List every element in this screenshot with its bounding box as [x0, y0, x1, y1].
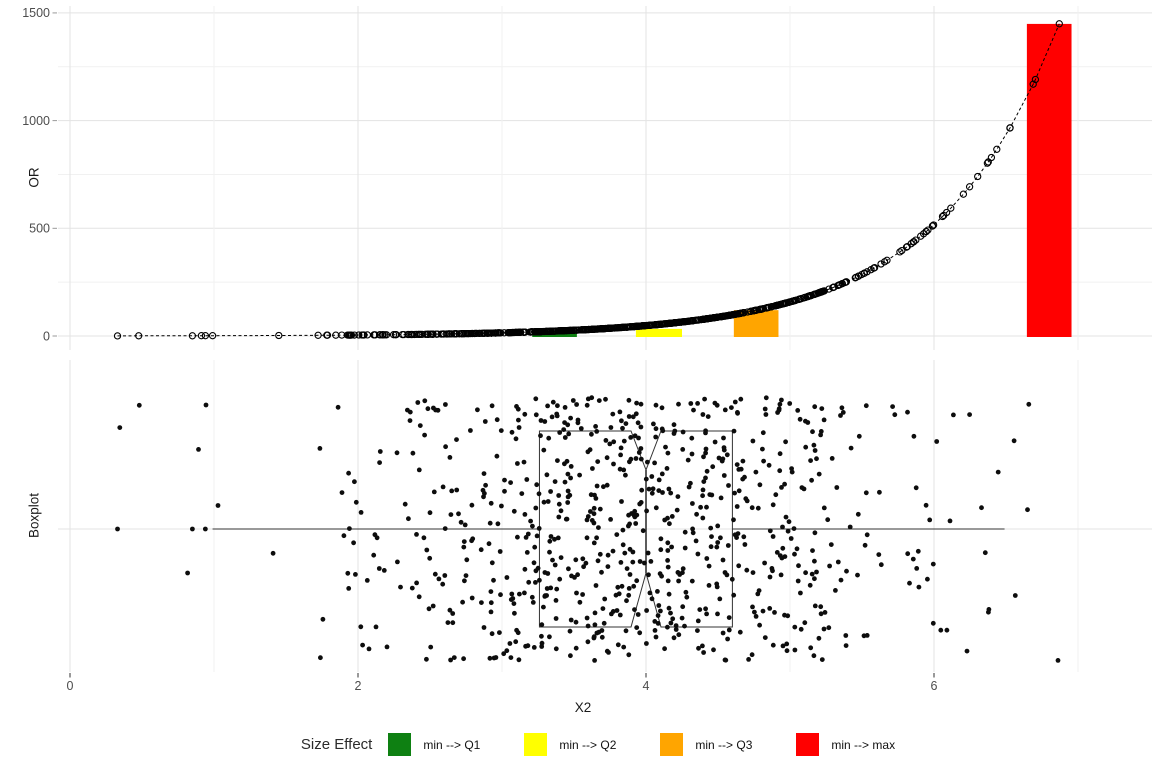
- svg-text:6: 6: [931, 679, 938, 693]
- svg-text:4: 4: [643, 679, 650, 693]
- legend-item-3: min --> Q3: [660, 733, 752, 756]
- size-effect-legend: Size Effect min --> Q1 min --> Q2 min --> …: [44, 733, 1152, 756]
- legend-title: Size Effect: [300, 736, 373, 753]
- legend-item-1: min --> Q1: [388, 733, 480, 756]
- legend-item-4: min --> max: [796, 733, 895, 756]
- svg-text:500: 500: [29, 222, 50, 236]
- legend-item-label: min --> max: [831, 737, 896, 752]
- svg-text:1500: 1500: [22, 6, 50, 20]
- legend-swatch-icon: [388, 733, 412, 756]
- jitter-points: [117, 395, 1061, 663]
- size-effect-bars: [532, 23, 1072, 337]
- x-axis-title: X2: [574, 700, 592, 715]
- effect-bar-2: [635, 328, 682, 337]
- legend-item-label: min --> Q1: [423, 737, 481, 752]
- svg-text:2: 2: [355, 679, 362, 693]
- or-curve: [113, 20, 1063, 340]
- gridlines: [58, 6, 1152, 672]
- axis-ticks-and-labels: 0 500 1000 1500 0 2 4 6: [22, 6, 937, 693]
- y-axis-title-or: OR: [26, 167, 42, 188]
- legend-swatch-icon: [660, 733, 684, 756]
- legend-item-label: min --> Q2: [559, 737, 617, 752]
- legend-item-label: min --> Q3: [695, 737, 753, 752]
- svg-text:1000: 1000: [22, 114, 50, 128]
- effect-bar-4: [1026, 23, 1072, 337]
- svg-text:0: 0: [67, 679, 74, 693]
- legend-swatch-icon: [796, 733, 820, 756]
- legend-swatch-icon: [524, 733, 548, 756]
- y-axis-title-boxplot: Boxplot: [26, 492, 42, 539]
- svg-text:0: 0: [43, 329, 50, 343]
- legend-item-2: min --> Q2: [524, 733, 616, 756]
